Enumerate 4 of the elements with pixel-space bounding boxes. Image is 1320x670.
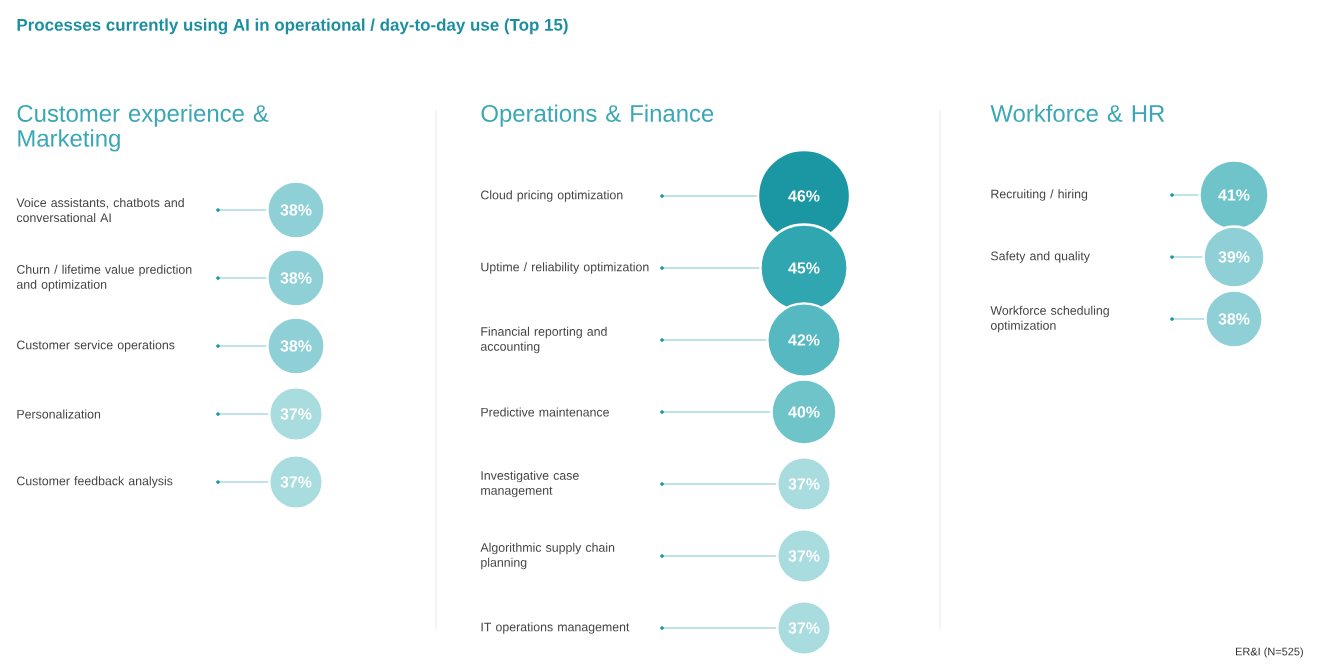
text: Processes currently using AI in operational / day-to-day use (Top 15) (17, 18, 568, 35)
text: Operations & Finance (481, 104, 714, 127)
text: Customer experience & Marketing (17, 104, 269, 152)
text: Workforce & HR (990, 104, 1165, 122)
